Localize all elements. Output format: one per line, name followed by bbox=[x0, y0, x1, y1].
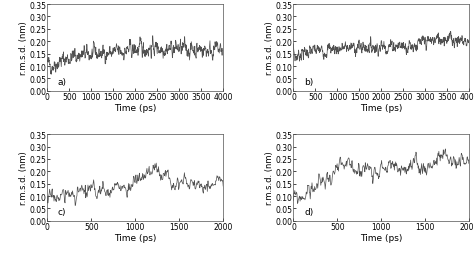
X-axis label: Time (ps): Time (ps) bbox=[360, 233, 402, 242]
Text: c): c) bbox=[58, 207, 66, 216]
X-axis label: Time (ps): Time (ps) bbox=[114, 103, 156, 112]
Y-axis label: r.m.s.d. (nm): r.m.s.d. (nm) bbox=[264, 22, 273, 75]
X-axis label: Time (ps): Time (ps) bbox=[360, 103, 402, 112]
Text: a): a) bbox=[58, 77, 67, 86]
Text: d): d) bbox=[304, 207, 313, 216]
Y-axis label: r.m.s.d. (nm): r.m.s.d. (nm) bbox=[18, 151, 27, 204]
Y-axis label: r.m.s.d. (nm): r.m.s.d. (nm) bbox=[18, 22, 27, 75]
X-axis label: Time (ps): Time (ps) bbox=[114, 233, 156, 242]
Y-axis label: r.m.s.d. (nm): r.m.s.d. (nm) bbox=[264, 151, 273, 204]
Text: b): b) bbox=[304, 77, 313, 86]
